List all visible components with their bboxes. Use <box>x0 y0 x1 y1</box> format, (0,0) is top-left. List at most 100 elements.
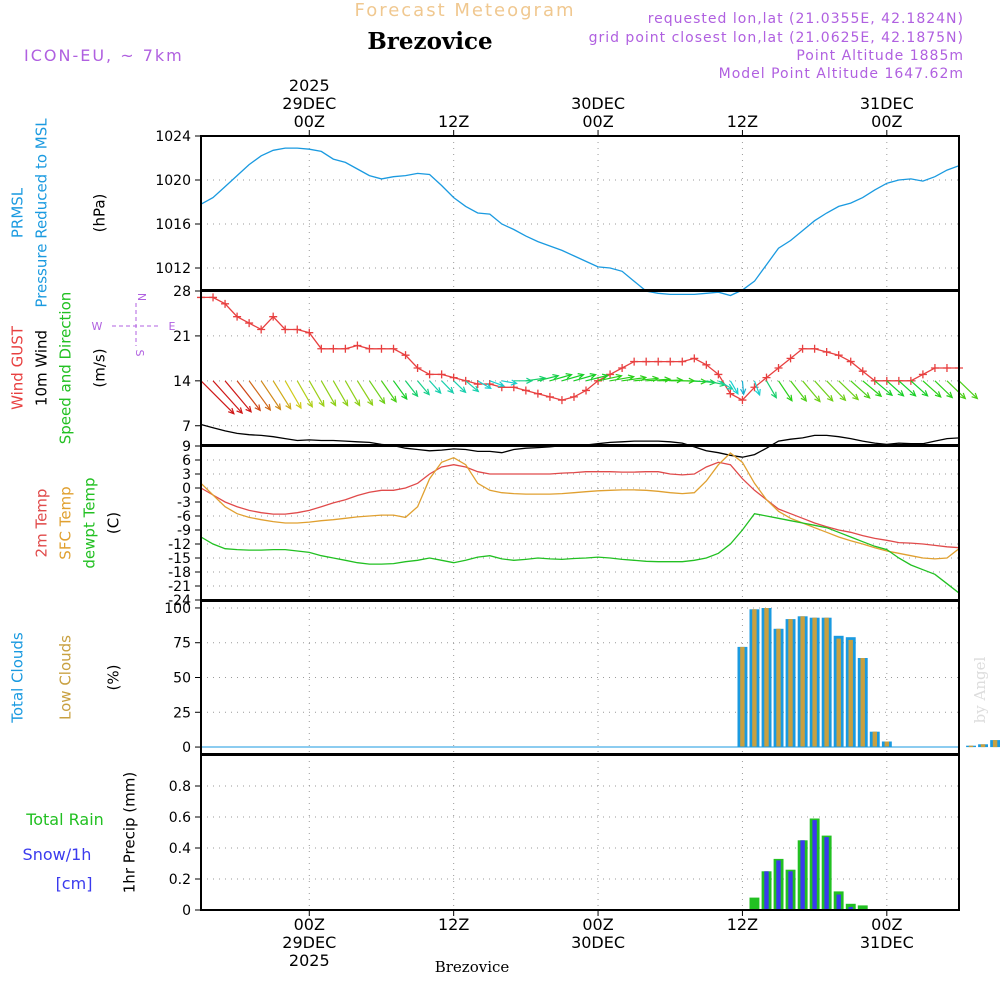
wind-arrow <box>790 380 807 402</box>
wind-arrow-head <box>447 386 455 394</box>
precip-bar-b <box>764 871 769 911</box>
gust-marker <box>257 325 266 334</box>
wind-arrow-head <box>274 403 282 411</box>
wind-arrow-head <box>770 391 777 399</box>
cloud-bar-b <box>980 744 986 748</box>
cloud-bar-b <box>848 639 853 747</box>
wind-arrow-head <box>786 394 793 402</box>
cloud-bar-b <box>752 609 757 747</box>
gust-marker <box>582 386 591 395</box>
gust-marker <box>858 367 867 376</box>
wind-arrow <box>429 380 442 394</box>
wind-arrow <box>922 380 942 398</box>
cloud-bar-b <box>812 617 817 748</box>
footer-location: Brezovice <box>435 958 510 976</box>
gust-marker <box>798 344 807 353</box>
wind-arrow-head <box>909 390 917 397</box>
compass-e: E <box>169 320 176 333</box>
wind-arrow-head <box>589 373 597 380</box>
compass-s: S <box>133 350 146 357</box>
wind-arrow-head <box>726 383 734 390</box>
wind-arrow-head <box>740 388 747 396</box>
y-tick-label: -15 <box>168 551 191 567</box>
wind-arrow <box>284 380 302 409</box>
wind-arrow-head <box>875 390 883 398</box>
gust-marker <box>389 344 398 353</box>
wind-arrow-head <box>401 393 408 401</box>
wind-arrow <box>501 380 517 385</box>
time-label-top: 00Z <box>582 112 613 131</box>
y-tick-label: 0.4 <box>169 841 191 857</box>
panel-ylabel: Pressure Reduced to MSL <box>33 118 51 308</box>
gust-marker <box>293 325 302 334</box>
wind-arrow-head <box>601 373 610 380</box>
gridpoint-lonlat: grid point closest lon,lat (21.0625E, 42… <box>589 30 964 46</box>
wind-arrow-head <box>459 386 467 394</box>
cloud-bar-b <box>872 731 877 747</box>
gust-marker <box>353 341 362 350</box>
wind-compass: N S W E <box>92 293 176 357</box>
precip-bar-b <box>788 871 793 911</box>
gust-marker <box>906 376 915 385</box>
time-label-bottom: 12Z <box>438 915 469 934</box>
wind-arrow <box>753 380 761 396</box>
gust-marker <box>870 376 879 385</box>
wind-arrow-head <box>800 394 808 403</box>
wind-arrow <box>465 380 479 392</box>
wind-arrow <box>561 374 584 382</box>
time-label-bottom: 30DEC <box>571 933 625 952</box>
wind-arrow <box>248 380 271 411</box>
gust-marker <box>329 344 338 353</box>
time-label-top: 31DEC <box>860 94 914 113</box>
gust-marker <box>738 396 747 405</box>
wind-arrow <box>549 374 572 382</box>
wind-arrow <box>380 380 397 403</box>
wind-arrow-head <box>565 373 573 380</box>
wind-arrow <box>946 380 966 399</box>
wind-arrow-head <box>236 407 244 415</box>
gust-marker <box>702 360 711 369</box>
gust-marker <box>834 351 843 360</box>
location-title: Brezovice <box>367 28 492 55</box>
wind-arrow-head <box>434 387 442 395</box>
wind-arrow <box>393 380 408 400</box>
wind-arrow-head <box>330 399 337 407</box>
wind-arrow-head <box>839 394 847 402</box>
precip-bar-b <box>824 837 829 910</box>
y-tick-label: 100 <box>164 601 191 617</box>
gust-marker <box>678 357 687 366</box>
cloud-bar-b <box>884 741 889 748</box>
time-label-bottom: 00Z <box>582 915 613 934</box>
y-tick-label: 28 <box>173 284 191 300</box>
time-label-bottom: 29DEC <box>282 933 336 952</box>
y-tick-label: 3 <box>182 467 191 483</box>
panel-ylabel: (C) <box>105 512 123 534</box>
wind-arrow <box>934 380 953 398</box>
gust-marker <box>930 364 939 372</box>
wind-arrow <box>405 380 419 397</box>
wind-arrow <box>862 380 882 397</box>
wind-arrow <box>344 380 361 406</box>
wind-arrow-head <box>254 404 262 412</box>
point-altitude: Point Altitude 1885m <box>796 48 964 64</box>
compass-n: N <box>135 293 148 301</box>
wind-arrow <box>537 375 559 382</box>
wind-arrow <box>489 380 505 387</box>
y-tick-label: 1024 <box>155 129 191 145</box>
gust-marker <box>401 351 410 360</box>
precip-bar-a <box>857 905 868 910</box>
wind-arrow-head <box>946 391 954 399</box>
panel-ylabel: 2m Temp <box>33 489 51 558</box>
panel-frame <box>200 754 960 911</box>
wind-arrow-head <box>615 373 623 380</box>
series-2m-temp <box>200 461 960 549</box>
wind-arrow <box>597 375 622 382</box>
time-label-top: 29DEC <box>282 94 336 113</box>
cloud-bar-b <box>764 608 769 748</box>
wind-arrow <box>958 380 978 399</box>
gust-marker <box>810 344 819 353</box>
gust-marker <box>305 328 314 337</box>
model-point-altitude: Model Point Altitude 1647.62m <box>719 66 964 82</box>
gust-marker <box>209 293 218 302</box>
gust-marker <box>425 370 434 379</box>
